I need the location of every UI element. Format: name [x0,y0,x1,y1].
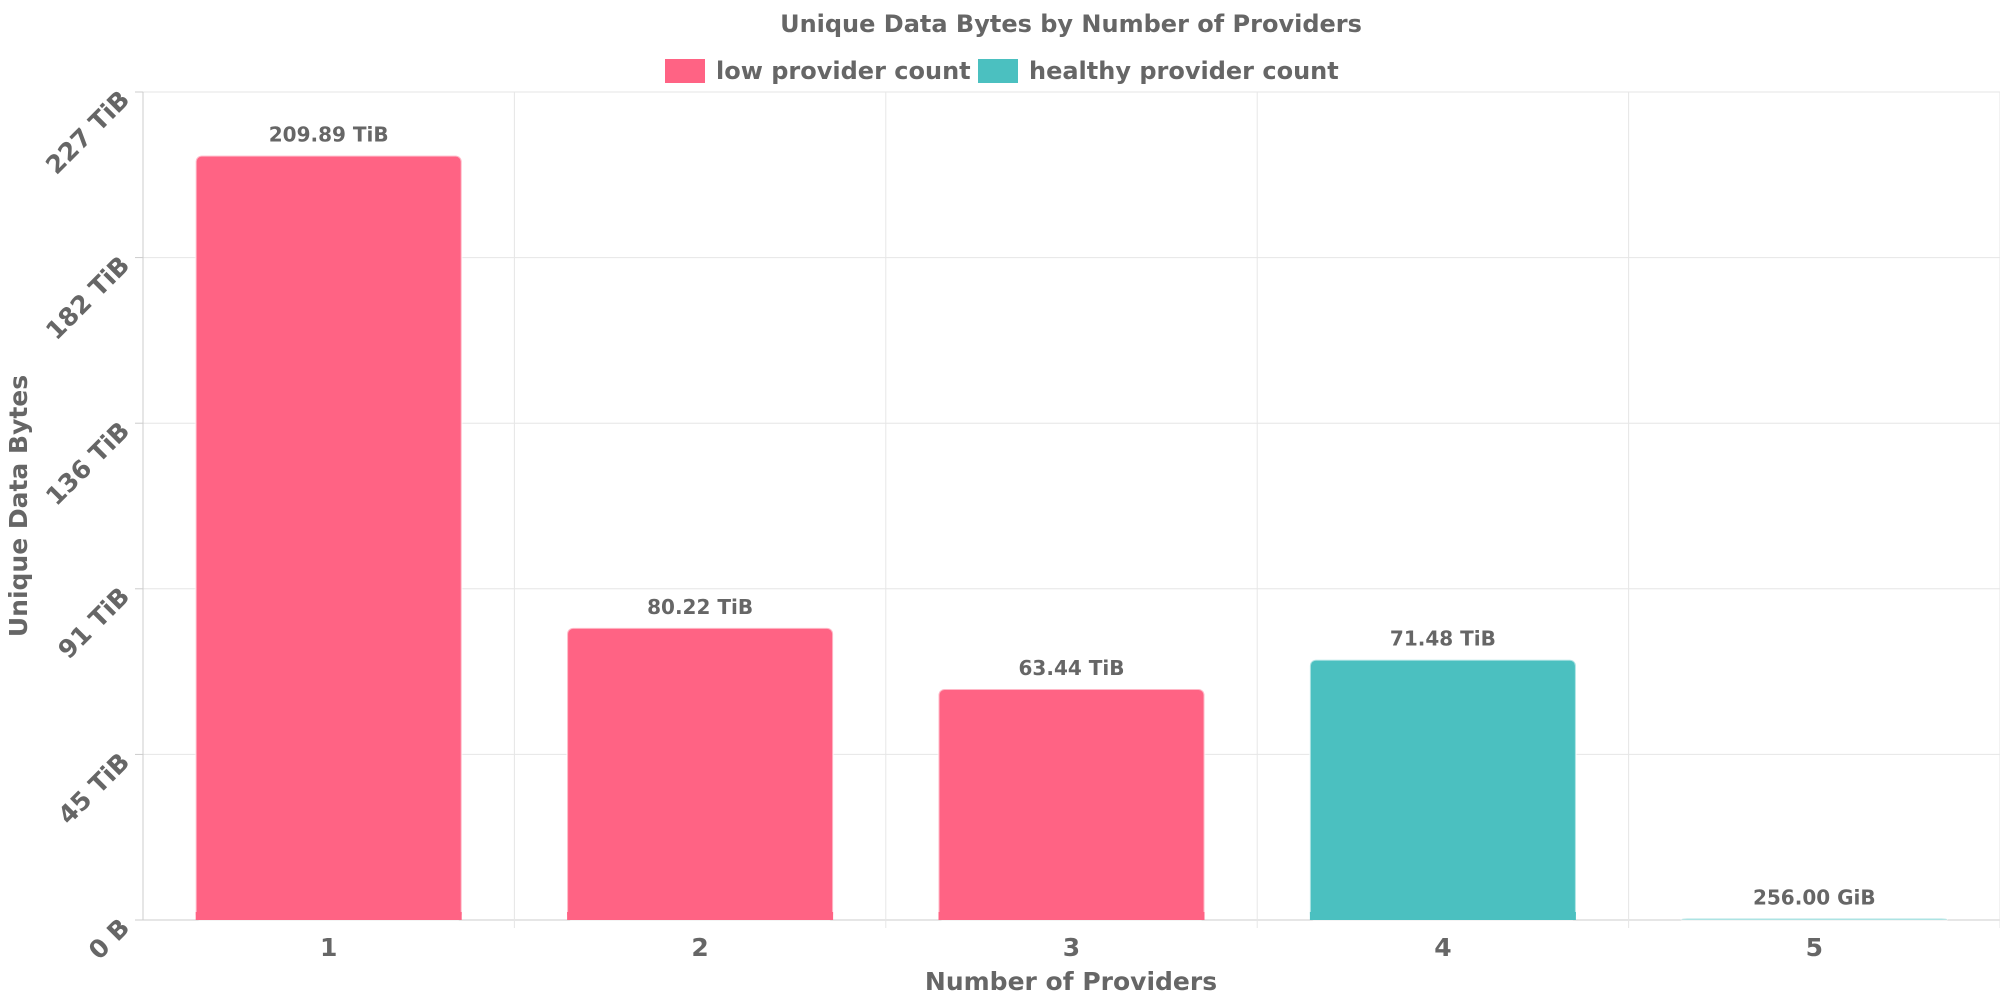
data-label-provider-5: 256.00 GiB [1753,886,1876,910]
y-tick-label: 227 TiB [40,85,135,180]
y-tick-label: 45 TiB [52,747,135,830]
data-label-provider-2: 80.22 TiB [647,595,753,619]
data-label-provider-4: 71.48 TiB [1390,627,1496,651]
x-tick-label: 4 [1434,933,1451,962]
bar-provider-2[interactable] [566,626,835,922]
y-tick-label: 0 B [83,913,135,965]
x-axis-ticks: 1 2 3 4 5 [320,933,1823,962]
chart-title: Unique Data Bytes by Number of Providers [780,10,1362,38]
x-axis-title: Number of Providers [925,967,1217,996]
y-tick-label: 182 TiB [40,250,135,345]
legend-label-low[interactable]: low provider count [716,57,971,85]
bar-provider-1[interactable] [194,154,463,921]
y-tick-label: 136 TiB [40,416,135,511]
x-tick-label: 3 [1063,933,1080,962]
y-tick-label: 91 TiB [52,582,135,665]
bars [194,154,1949,922]
legend-swatch-healthy[interactable] [978,59,1018,83]
data-label-provider-3: 63.44 TiB [1019,656,1125,680]
bar-provider-5[interactable] [1680,917,1949,921]
y-axis-title: Unique Data Bytes [4,375,33,637]
data-labels: 209.89 TiB 80.22 TiB 63.44 TiB 71.48 TiB 256… [269,123,1876,910]
legend-label-healthy[interactable]: healthy provider count [1029,57,1339,85]
bar-provider-3[interactable] [937,687,1206,921]
x-tick-label: 2 [691,933,708,962]
y-axis-ticks: 0 B 45 TiB 91 TiB 136 TiB 182 TiB 227 TiB [40,85,135,965]
bar-base-provider-4 [1309,912,1576,920]
bar-provider-4[interactable] [1308,658,1577,922]
bar-base-provider-1 [195,912,462,920]
x-tick-label: 1 [320,933,337,962]
bar-base-provider-3 [938,912,1205,920]
legend: low provider count healthy provider coun… [665,57,1339,85]
data-label-provider-1: 209.89 TiB [269,123,389,147]
x-tick-label: 5 [1806,933,1823,962]
bar-base-provider-2 [567,912,834,920]
legend-swatch-low[interactable] [665,59,705,83]
